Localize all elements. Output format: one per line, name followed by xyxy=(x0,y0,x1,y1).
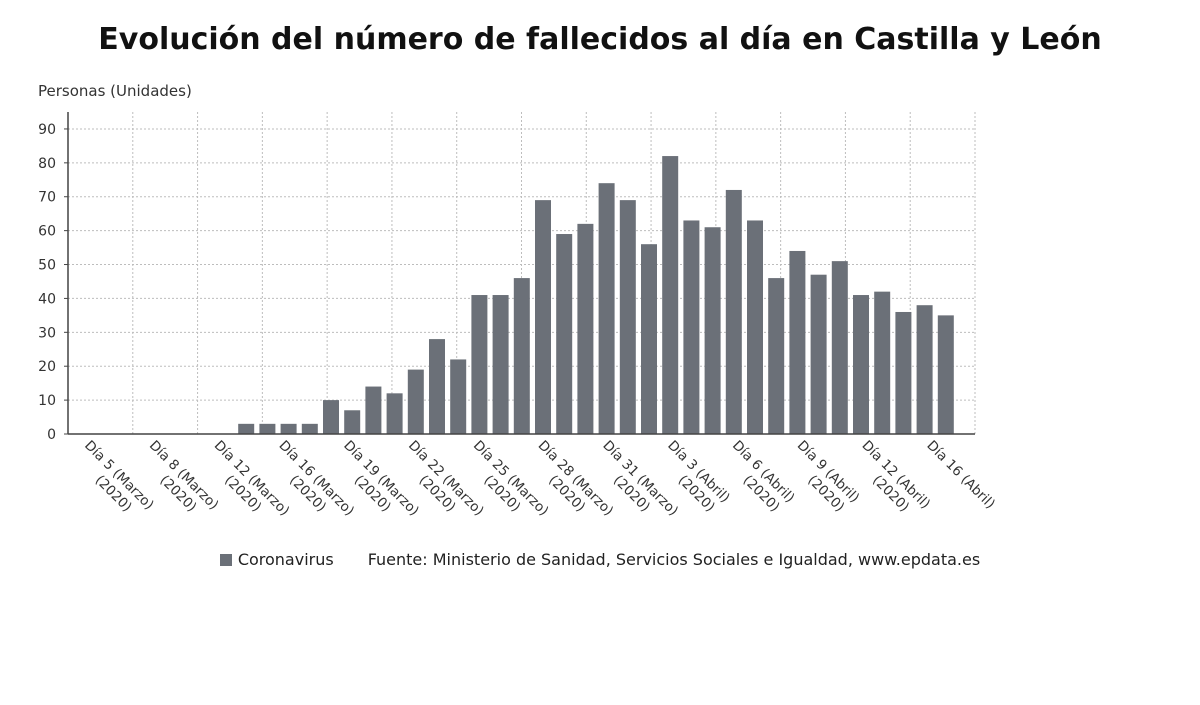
bar xyxy=(895,311,912,434)
bar xyxy=(429,339,445,434)
x-tick-label: Día 9 (Abril)(2020) xyxy=(782,438,863,519)
legend-series-name: Coronavirus xyxy=(237,550,334,569)
bar xyxy=(937,315,954,434)
bar xyxy=(662,156,679,434)
y-tick-label: 90 xyxy=(38,122,56,138)
bar xyxy=(301,423,318,434)
bar xyxy=(704,227,721,434)
bar xyxy=(598,183,615,434)
bar xyxy=(831,261,848,434)
bar xyxy=(280,423,297,434)
chart-title: Evolución del número de fallecidos al dí… xyxy=(98,22,1102,57)
bar xyxy=(344,410,361,434)
x-tick-label: Día 12 (Abril)(2020) xyxy=(847,438,934,525)
x-axis-ticks: Día 5 (Marzo)(2020) Día 8 (Marzo)(2020) Dí… xyxy=(69,438,998,526)
bar xyxy=(492,295,509,434)
y-axis-ticks: 0 10 20 30 40 50 60 70 80 90 xyxy=(38,122,68,443)
bar xyxy=(513,278,530,434)
bar xyxy=(874,291,891,434)
y-tick-label: 10 xyxy=(38,393,56,409)
x-tick-label: Día 8 (Marzo)(2020) xyxy=(134,438,222,526)
y-tick-label: 40 xyxy=(38,291,56,307)
x-tick-label: Día 5 (Marzo)(2020) xyxy=(69,438,157,526)
bar xyxy=(810,274,827,434)
bar xyxy=(725,189,742,434)
legend-swatch xyxy=(219,553,232,566)
y-tick-label: 20 xyxy=(38,359,56,375)
bar xyxy=(535,200,551,434)
chart-bars xyxy=(238,156,954,434)
y-axis-label: Personas (Unidades) xyxy=(38,82,192,100)
bar xyxy=(768,278,785,434)
bar xyxy=(556,234,573,434)
y-tick-label: 50 xyxy=(38,258,56,274)
bar xyxy=(323,400,339,434)
bar xyxy=(747,220,763,434)
bar xyxy=(683,220,700,434)
y-tick-label: 60 xyxy=(38,224,56,240)
x-tick-label: Día 16 (Abril) xyxy=(923,438,998,513)
bar xyxy=(853,295,869,434)
y-tick-label: 70 xyxy=(38,190,56,206)
legend-item: Coronavirus xyxy=(219,550,334,569)
y-tick-label: 0 xyxy=(47,427,56,443)
bar xyxy=(450,359,467,434)
bar xyxy=(238,423,255,434)
bar xyxy=(259,423,276,434)
source-text: Fuente: Ministerio de Sanidad, Servicios… xyxy=(367,550,981,569)
bar xyxy=(386,393,403,434)
y-tick-label: 80 xyxy=(38,156,56,172)
bar xyxy=(641,244,657,434)
y-tick-label: 30 xyxy=(38,325,56,341)
bar xyxy=(619,200,636,434)
legend: Coronavirus Fuente: Ministerio de Sanida… xyxy=(0,550,1200,569)
bar xyxy=(471,295,488,434)
bar xyxy=(407,369,424,434)
chart-axes xyxy=(67,112,975,435)
x-tick-label: Día 6 (Abril)(2020) xyxy=(717,438,798,519)
bar xyxy=(365,386,382,434)
bar xyxy=(577,223,594,434)
bar xyxy=(789,250,806,434)
bar xyxy=(916,305,933,434)
